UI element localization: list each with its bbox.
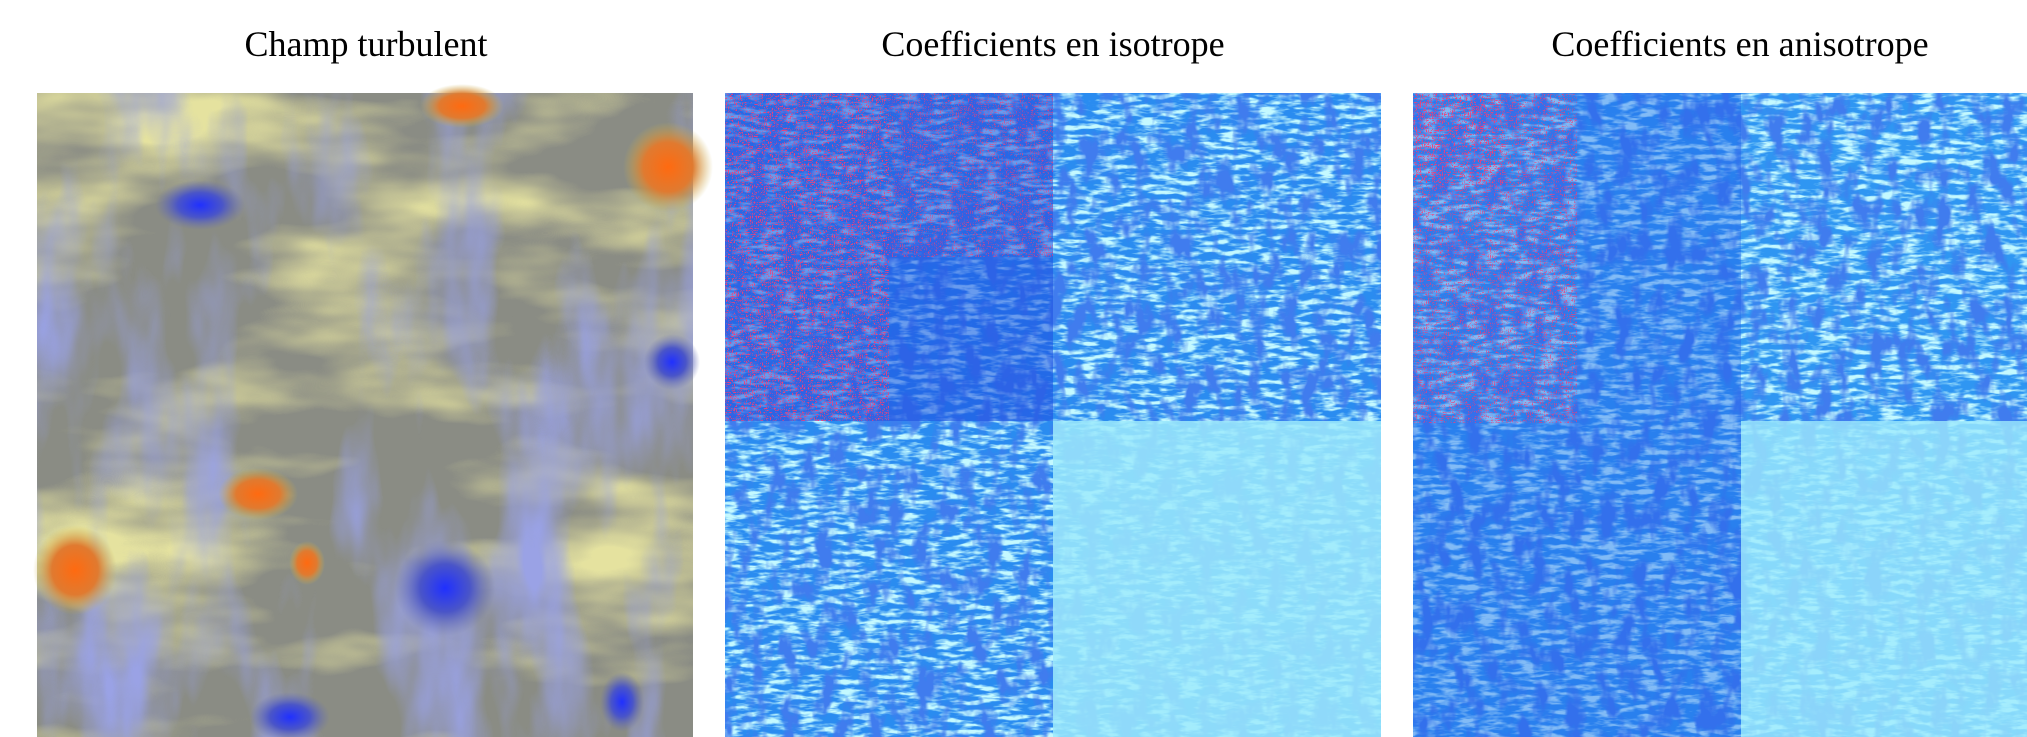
panel-title: Champ turbulent: [245, 24, 488, 64]
isotropic-coefficients: [725, 93, 1381, 737]
panel-title: Coefficients en isotrope: [881, 24, 1224, 64]
panel-title: Coefficients en anisotrope: [1551, 24, 1928, 64]
figure: Champ turbulent Coefficients en isotrope…: [0, 0, 2027, 737]
turbulent-field: [33, 84, 713, 737]
anisotropic-coefficients: [1413, 93, 2027, 737]
